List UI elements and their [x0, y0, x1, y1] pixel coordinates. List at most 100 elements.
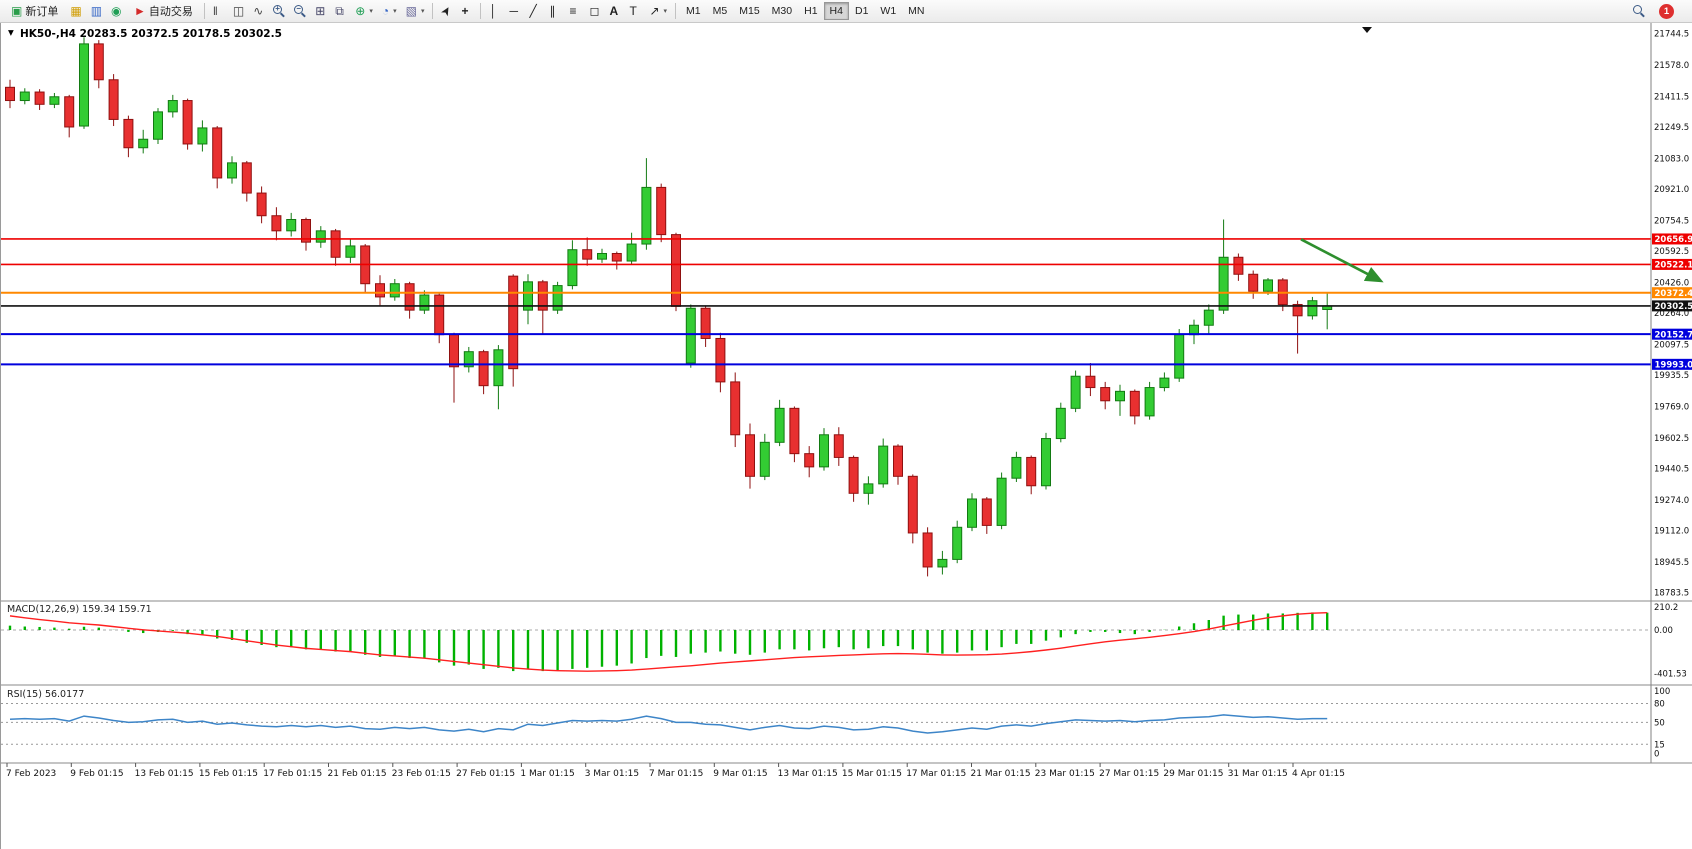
candle: [1041, 438, 1051, 487]
timeframe-h4-button[interactable]: H4: [823, 2, 849, 20]
horizontal-line-icon: ─: [509, 4, 518, 18]
candle: [64, 96, 75, 128]
candle: [1085, 375, 1096, 389]
chart-title: HK50-,H4 20283.5 20372.5 20178.5 20302.5: [20, 28, 282, 40]
bar-chart-icon: ‖: [212, 4, 218, 18]
trendline-button[interactable]: ╱: [525, 2, 544, 21]
candle: [34, 91, 45, 105]
candle: [611, 252, 622, 262]
new-order-label: 新订单: [25, 6, 59, 18]
price-axis-label: 21411.5: [1654, 92, 1689, 102]
candle: [330, 230, 341, 258]
candlestick-chart-button[interactable]: ◫: [229, 2, 248, 21]
cursor-button[interactable]: ➤: [437, 2, 456, 21]
templates-button[interactable]: ▧ ▾: [402, 2, 429, 21]
candle: [789, 407, 800, 455]
horizontal-line-button[interactable]: ─: [505, 2, 524, 21]
price-axis-label: 19112.0: [1654, 527, 1689, 537]
navigator-button[interactable]: ◉: [107, 2, 126, 21]
quotes-button[interactable]: ▥: [87, 2, 106, 21]
candle: [301, 218, 311, 243]
chart-background[interactable]: [1, 23, 1692, 849]
timeframe-m5-button[interactable]: M5: [707, 2, 734, 20]
chart-canvas[interactable]: 20656.9 20522.1 20372.4 20302.5 20152.7 19993…: [1, 23, 1692, 849]
timeframe-h1-button[interactable]: H1: [798, 2, 823, 20]
toolbar-right-group: 1: [1629, 2, 1688, 21]
price-axis-label: 19935.5: [1654, 371, 1689, 381]
price-axis-label: 19769.0: [1654, 403, 1689, 413]
price-axis-label: 19274.0: [1654, 496, 1689, 506]
candle: [212, 127, 223, 179]
candle: [833, 434, 844, 458]
time-axis-label: 31 Mar 01:15: [1228, 769, 1288, 779]
candle: [493, 349, 504, 387]
templates-icon: ▧: [405, 4, 417, 18]
arrows-button[interactable]: ↗ ▾: [645, 2, 671, 21]
candle: [1292, 303, 1303, 317]
price-axis-label: 18945.5: [1654, 558, 1689, 568]
fibonacci-button[interactable]: ≡: [565, 2, 584, 21]
zoom-in-button[interactable]: +: [269, 2, 289, 21]
candle: [375, 283, 385, 298]
timeframe-m1-button[interactable]: M1: [680, 2, 707, 20]
trendline-icon: ╱: [529, 4, 537, 18]
price-axis-label: 20592.5: [1654, 247, 1689, 257]
candle: [537, 281, 548, 311]
vertical-line-button[interactable]: │: [485, 2, 504, 21]
candle: [774, 407, 785, 443]
periods-button[interactable]: ◔ ▾: [378, 2, 401, 21]
crosshair-button[interactable]: +: [457, 2, 476, 21]
candle: [1218, 256, 1229, 311]
candle: [19, 91, 30, 102]
autotrading-button[interactable]: ► 自动交易: [127, 2, 200, 21]
candle: [967, 498, 977, 528]
candle: [93, 43, 104, 81]
text-label-button[interactable]: T: [625, 2, 644, 21]
candle: [863, 483, 874, 494]
candle: [271, 215, 282, 232]
timeframe-d1-button[interactable]: D1: [849, 2, 874, 20]
price-tag: [1652, 233, 1692, 245]
line-chart-button[interactable]: ∿: [249, 2, 268, 21]
tile-windows-button[interactable]: ⊞: [311, 2, 330, 21]
timeframe-mn-button[interactable]: MN: [902, 2, 930, 20]
search-button[interactable]: [1629, 2, 1649, 21]
candle: [523, 281, 533, 311]
candle: [952, 526, 963, 560]
channel-button[interactable]: ∥: [545, 2, 564, 21]
zoom-out-button[interactable]: −: [290, 2, 310, 21]
candle: [848, 456, 859, 494]
text-button[interactable]: A: [605, 2, 624, 21]
charts-button[interactable]: ▦: [66, 2, 85, 21]
candle: [981, 498, 992, 526]
price-axis-label: 21744.5: [1654, 30, 1689, 40]
charts-icon: ▦: [70, 4, 82, 18]
notification-badge[interactable]: 1: [1659, 3, 1674, 19]
candle: [671, 234, 681, 307]
shapes-button[interactable]: ◻: [585, 2, 604, 21]
chart-window[interactable]: 20656.9 20522.1 20372.4 20302.5 20152.7 19993…: [0, 23, 1692, 849]
trend-arrow-annotation[interactable]: [1300, 238, 1384, 283]
candle: [49, 96, 60, 105]
timeframe-m30-button[interactable]: M30: [766, 2, 798, 20]
candle: [641, 186, 652, 245]
timeframe-w1-button[interactable]: W1: [874, 2, 902, 20]
time-axis-label: 9 Mar 01:15: [713, 769, 767, 779]
chart-shift-marker[interactable]: [1362, 27, 1372, 33]
indicators-button[interactable]: ⊕ ▾: [351, 2, 377, 21]
bar-chart-button[interactable]: ‖: [209, 2, 228, 21]
cascade-windows-button[interactable]: ⧉: [331, 2, 350, 21]
time-axis-label: 1 Mar 01:15: [520, 769, 574, 779]
candle: [286, 218, 297, 232]
time-axis-label: 21 Mar 01:15: [971, 769, 1031, 779]
rsi-axis-label: 15: [1654, 740, 1665, 750]
candle: [626, 243, 637, 262]
chart-objects-toggle-icon[interactable]: ▼: [8, 28, 14, 37]
rsi-line: [9, 714, 1328, 734]
new-order-button[interactable]: ▣ 新订单: [4, 2, 65, 21]
price-axis-label: 20264.0: [1654, 309, 1689, 319]
timeframe-m15-button[interactable]: M15: [733, 2, 765, 20]
candle: [1144, 387, 1155, 417]
candle: [685, 307, 696, 364]
candle: [123, 118, 134, 149]
